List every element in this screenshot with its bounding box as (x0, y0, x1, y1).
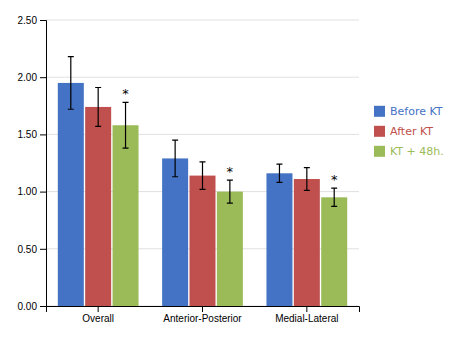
legend-item: Before KT (374, 105, 443, 118)
legend-swatch (374, 146, 385, 157)
legend-label: KT + 48h. (390, 145, 444, 158)
x-tick-mark (202, 306, 203, 312)
x-tick-mark (306, 306, 307, 312)
bar (217, 192, 243, 306)
y-tick: 1.50 (18, 129, 46, 140)
x-tick-mark (98, 306, 99, 312)
x-tick: Medial-Lateral (275, 306, 338, 324)
y-axis-line (40, 21, 47, 307)
y-tick-mark (40, 77, 46, 78)
x-axis: Overall Anterior-Posterior Medial-Lateral (47, 306, 360, 324)
error-bar (123, 102, 129, 148)
y-tick-mark (40, 192, 46, 193)
error-bar (172, 140, 178, 177)
annotation: * (122, 86, 129, 101)
y-tick: 1.00 (18, 186, 46, 197)
bar (85, 107, 111, 306)
y-tick-mark (40, 249, 46, 250)
grid-line (46, 20, 359, 21)
annotation: * (227, 164, 234, 179)
error-bar (331, 188, 337, 206)
grid-line (46, 77, 359, 78)
bar (321, 197, 347, 306)
bars (58, 57, 347, 306)
y-axis: 0.00 0.50 1.00 1.50 2.00 2.50 (18, 15, 47, 312)
x-axis-line (47, 307, 360, 313)
x-tick: Anterior-Posterior (163, 306, 242, 324)
x-tick: Overall (82, 306, 114, 324)
legend-item: After KT (374, 125, 433, 138)
grid (46, 20, 359, 306)
series (113, 102, 348, 306)
legend-label: After KT (390, 125, 433, 138)
legend-swatch (374, 106, 385, 117)
annotation: * (331, 172, 338, 187)
y-tick-mark (40, 20, 46, 21)
y-tick-label: 2.50 (18, 15, 38, 26)
y-tick: 0.50 (18, 244, 46, 255)
y-tick-label: 0.50 (18, 244, 38, 255)
x-tick-label: Anterior-Posterior (163, 313, 242, 324)
y-tick-mark (40, 306, 46, 307)
x-tick-label: Overall (82, 313, 114, 324)
y-tick: 2.50 (18, 15, 46, 26)
error-bar (200, 162, 206, 189)
bar (113, 125, 139, 306)
legend-label: Before KT (390, 105, 443, 118)
legend: Before KT After KT KT + 48h. (374, 105, 444, 158)
error-bar (304, 168, 310, 191)
error-bar (276, 164, 282, 182)
y-tick-label: 1.50 (18, 129, 38, 140)
series (58, 57, 293, 306)
annotations: * * * (122, 86, 338, 187)
chart: 0.00 0.50 1.00 1.50 2.00 2.50 Overall Anterior-… (0, 0, 474, 338)
bar (58, 83, 84, 306)
x-tick-label: Medial-Lateral (275, 313, 338, 324)
legend-item: KT + 48h. (374, 145, 444, 158)
y-tick-label: 2.00 (18, 72, 38, 83)
y-tick-label: 0.00 (18, 301, 38, 312)
error-bar (95, 87, 101, 126)
error-bar (68, 57, 74, 110)
error-bar (227, 180, 233, 203)
plot-area: 0.00 0.50 1.00 1.50 2.00 2.50 Overall Anterior-… (18, 15, 360, 324)
bar (266, 173, 292, 306)
bar (190, 176, 216, 306)
y-tick-mark (40, 134, 46, 135)
bar (294, 179, 320, 306)
bar (162, 158, 188, 306)
y-tick: 0.00 (18, 301, 46, 312)
y-tick-label: 1.00 (18, 186, 38, 197)
y-tick: 2.00 (18, 72, 46, 83)
legend-swatch (374, 126, 385, 137)
series (85, 87, 320, 306)
